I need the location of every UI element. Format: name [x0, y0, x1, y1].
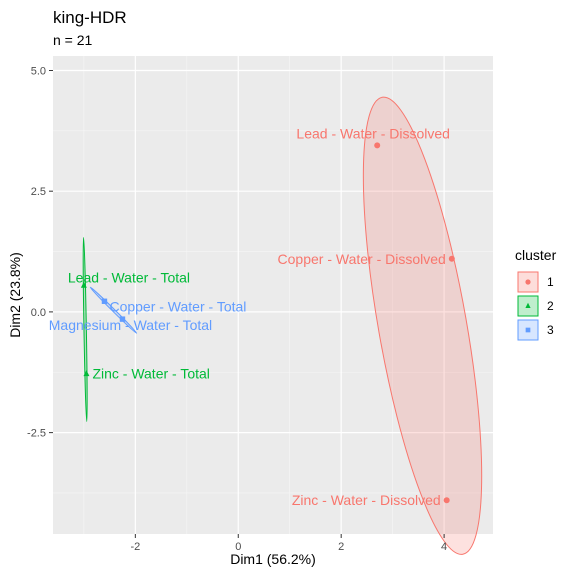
- y-tick-label: 0.0: [31, 307, 46, 319]
- cluster-1-point: [443, 497, 450, 504]
- y-tick-label: 5.0: [31, 65, 46, 77]
- cluster-3-point-label: Copper - Water - Total: [109, 298, 246, 314]
- grid-lines: [53, 56, 493, 534]
- cluster-2-point-label: Zinc - Water - Total: [92, 366, 209, 382]
- x-tick-label: 2: [338, 541, 344, 553]
- cluster-1-point: [448, 255, 455, 262]
- legend-label-1: 1: [547, 275, 554, 289]
- cluster-1-point-label: Copper - Water - Dissolved: [278, 251, 446, 267]
- cluster-1-point-label: Zinc - Water - Dissolved: [292, 492, 441, 508]
- cluster-2-point-label: Lead - Water - Total: [68, 269, 190, 285]
- cluster-legend: cluster 1 2 3: [515, 247, 557, 341]
- cluster-2-point: [80, 281, 87, 288]
- cluster-1-ellipse: [362, 96, 483, 555]
- legend-label-2: 2: [547, 299, 554, 313]
- cluster-1-point: [374, 142, 381, 149]
- legend-title: cluster: [515, 247, 557, 263]
- data-points: [80, 142, 455, 504]
- x-axis-label: Dim1 (56.2%): [230, 551, 316, 567]
- chart-title: king-HDR: [53, 8, 127, 27]
- cluster-1-point-label: Lead - Water - Dissolved: [296, 125, 450, 141]
- cluster-3-point: [101, 298, 108, 304]
- legend-key-1-marker: [525, 279, 531, 285]
- x-tick-label: 0: [235, 541, 241, 553]
- legend-key-3-marker: [525, 327, 531, 333]
- axis-ticks: -2 0 2 4 -2.5 0.0 2.5 5.0: [27, 65, 447, 553]
- cluster-3-point: [119, 316, 126, 322]
- legend-key-2-marker: [525, 302, 531, 308]
- x-tick-label: 4: [441, 541, 447, 553]
- legend-label-3: 3: [547, 323, 554, 337]
- cluster-3-point-label: Magnesium - Water - Total: [49, 317, 212, 333]
- point-labels: Lead - Water - Dissolved Copper - Water -…: [49, 125, 450, 508]
- y-tick-label: 2.5: [31, 186, 46, 198]
- cluster-2-point: [83, 370, 90, 377]
- chart-subtitle: n = 21: [53, 32, 93, 48]
- x-tick-label: -2: [130, 541, 140, 553]
- plot-panel: [53, 56, 493, 534]
- y-tick-label: -2.5: [27, 428, 46, 440]
- y-axis-label: Dim2 (23.8%): [7, 252, 23, 338]
